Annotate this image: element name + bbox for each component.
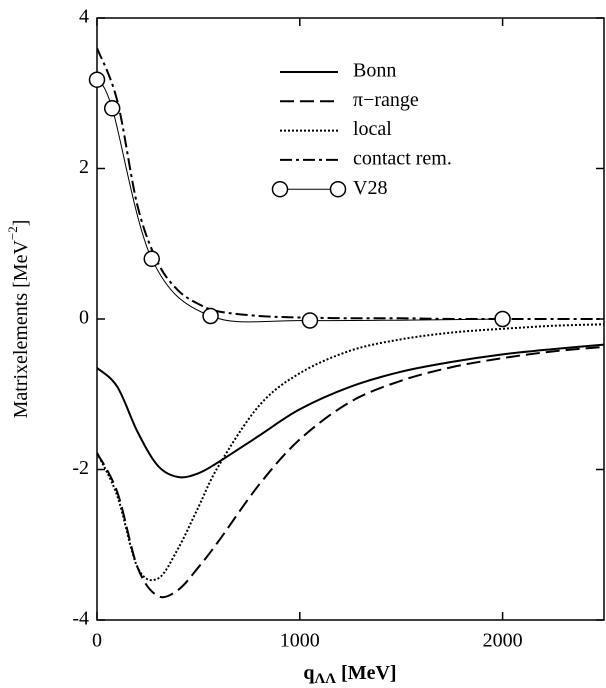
series-marker — [103, 100, 121, 117]
y-label-text: Matrixelements [MeV — [10, 240, 32, 419]
y-tick-label: -2 — [72, 457, 89, 479]
y-axis-label: Matrixelements [MeV−2] — [5, 220, 32, 419]
legend-label: local — [353, 118, 392, 140]
series-marker — [202, 307, 219, 325]
y-tick-label: -4 — [72, 608, 89, 630]
x-tick-label: 1000 — [280, 630, 320, 652]
x-label-sub: ΛΛ — [315, 671, 337, 687]
x-axis-label: qΛΛ [MeV] — [303, 662, 396, 688]
legend-label: V28 — [353, 177, 387, 199]
legend-label: contact rem. — [353, 147, 452, 169]
y-label-end: ] — [10, 220, 32, 227]
y-tick-label: 2 — [79, 156, 89, 178]
x-tick-label: 2000 — [483, 630, 523, 652]
y-label-sup: −2 — [5, 226, 20, 240]
legend-marker — [329, 180, 347, 198]
legend-label: π−range — [353, 89, 419, 111]
series-marker — [143, 250, 161, 268]
series-line — [97, 47, 604, 321]
x-label-text: q — [303, 662, 314, 684]
legend-marker — [271, 180, 289, 198]
legend-label: Bonn — [353, 60, 396, 82]
y-tick-label: 4 — [79, 6, 89, 28]
series-line — [97, 323, 604, 582]
y-tick-label: 0 — [79, 307, 89, 329]
x-label-end: [MeV] — [336, 662, 397, 684]
series-line — [97, 79, 503, 323]
series-marker — [88, 71, 106, 88]
series-marker — [494, 310, 511, 328]
x-tick-label: 0 — [92, 630, 102, 652]
series-line — [97, 343, 604, 479]
series-marker — [301, 312, 319, 329]
series-line — [97, 345, 604, 599]
